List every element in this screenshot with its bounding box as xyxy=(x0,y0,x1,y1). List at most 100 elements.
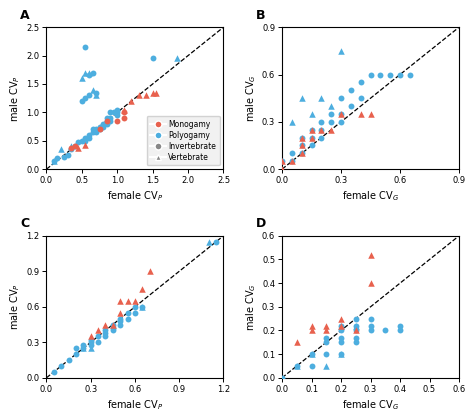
Point xyxy=(352,315,360,322)
Point xyxy=(337,351,345,357)
Point xyxy=(337,327,345,334)
Point xyxy=(113,112,121,118)
Point xyxy=(57,362,65,369)
Point xyxy=(367,327,374,334)
Point xyxy=(293,362,301,369)
Point xyxy=(352,339,360,346)
Point xyxy=(298,134,306,141)
Point xyxy=(80,341,87,348)
Point xyxy=(337,351,345,357)
Point xyxy=(377,71,384,78)
Point xyxy=(308,134,315,141)
Point xyxy=(322,327,330,334)
Point xyxy=(80,345,87,352)
Point xyxy=(78,75,86,81)
Point xyxy=(337,47,345,54)
Point xyxy=(103,121,110,127)
Point xyxy=(82,134,89,141)
Point xyxy=(337,118,345,125)
Point xyxy=(436,16,443,23)
Point xyxy=(103,118,110,124)
Point xyxy=(71,143,79,150)
Point xyxy=(120,109,128,116)
Point xyxy=(103,115,110,121)
Point xyxy=(293,339,301,346)
Point xyxy=(298,142,306,149)
Point xyxy=(298,95,306,102)
Point xyxy=(82,137,89,144)
Point xyxy=(89,86,96,93)
Legend: Monogamy, Polyogamy, Invertebrate, Vertebrate: Monogamy, Polyogamy, Invertebrate, Verte… xyxy=(146,116,219,165)
Point xyxy=(131,310,139,316)
Point xyxy=(87,345,94,352)
Point xyxy=(328,126,335,133)
Point xyxy=(102,329,109,336)
Point xyxy=(100,121,107,127)
Point xyxy=(117,310,124,316)
Point xyxy=(92,129,100,136)
Point xyxy=(87,336,94,343)
Point xyxy=(85,132,93,139)
Point xyxy=(153,89,160,96)
Point xyxy=(308,126,315,133)
Point xyxy=(328,103,335,110)
Point xyxy=(87,333,94,340)
Point xyxy=(110,109,118,116)
Text: D: D xyxy=(255,217,266,230)
Text: A: A xyxy=(20,8,29,21)
Point xyxy=(96,126,103,133)
Point xyxy=(92,89,100,96)
Point xyxy=(288,118,296,125)
Point xyxy=(298,150,306,157)
Point xyxy=(426,16,433,23)
Point xyxy=(102,327,109,334)
Point xyxy=(85,134,93,141)
Point xyxy=(278,166,286,173)
Point xyxy=(124,297,131,304)
Point xyxy=(124,310,131,316)
Point xyxy=(120,106,128,113)
Point xyxy=(82,44,89,50)
Point xyxy=(322,323,330,329)
Point xyxy=(367,71,374,78)
Point xyxy=(367,315,374,322)
Point xyxy=(308,327,315,334)
Point xyxy=(173,55,181,62)
Point xyxy=(328,118,335,125)
Point xyxy=(138,303,146,310)
Point xyxy=(318,95,325,102)
Point xyxy=(357,95,365,102)
Point xyxy=(212,239,220,245)
Point xyxy=(131,297,139,304)
Point xyxy=(117,297,124,304)
Point xyxy=(337,339,345,346)
Point xyxy=(50,368,58,375)
Point xyxy=(92,126,100,133)
Point xyxy=(293,362,301,369)
Point xyxy=(352,323,360,329)
Point xyxy=(288,158,296,165)
Point xyxy=(278,158,286,165)
Y-axis label: male CV$_P$: male CV$_P$ xyxy=(9,75,22,122)
Point xyxy=(94,333,102,340)
Text: C: C xyxy=(20,217,29,230)
Point xyxy=(67,144,75,151)
Point xyxy=(308,323,315,329)
Point xyxy=(205,239,212,245)
Point xyxy=(89,129,96,136)
Point xyxy=(367,323,374,329)
Point xyxy=(71,143,79,150)
Point xyxy=(113,106,121,113)
Point xyxy=(102,321,109,328)
Point xyxy=(85,72,93,79)
Y-axis label: male CV$_G$: male CV$_G$ xyxy=(244,283,258,331)
Point xyxy=(72,345,80,352)
Point xyxy=(94,327,102,334)
Point xyxy=(135,92,142,99)
Point xyxy=(131,303,139,310)
Point xyxy=(308,134,315,141)
Point xyxy=(337,110,345,117)
Point xyxy=(288,150,296,157)
Point xyxy=(288,158,296,165)
Point xyxy=(318,126,325,133)
